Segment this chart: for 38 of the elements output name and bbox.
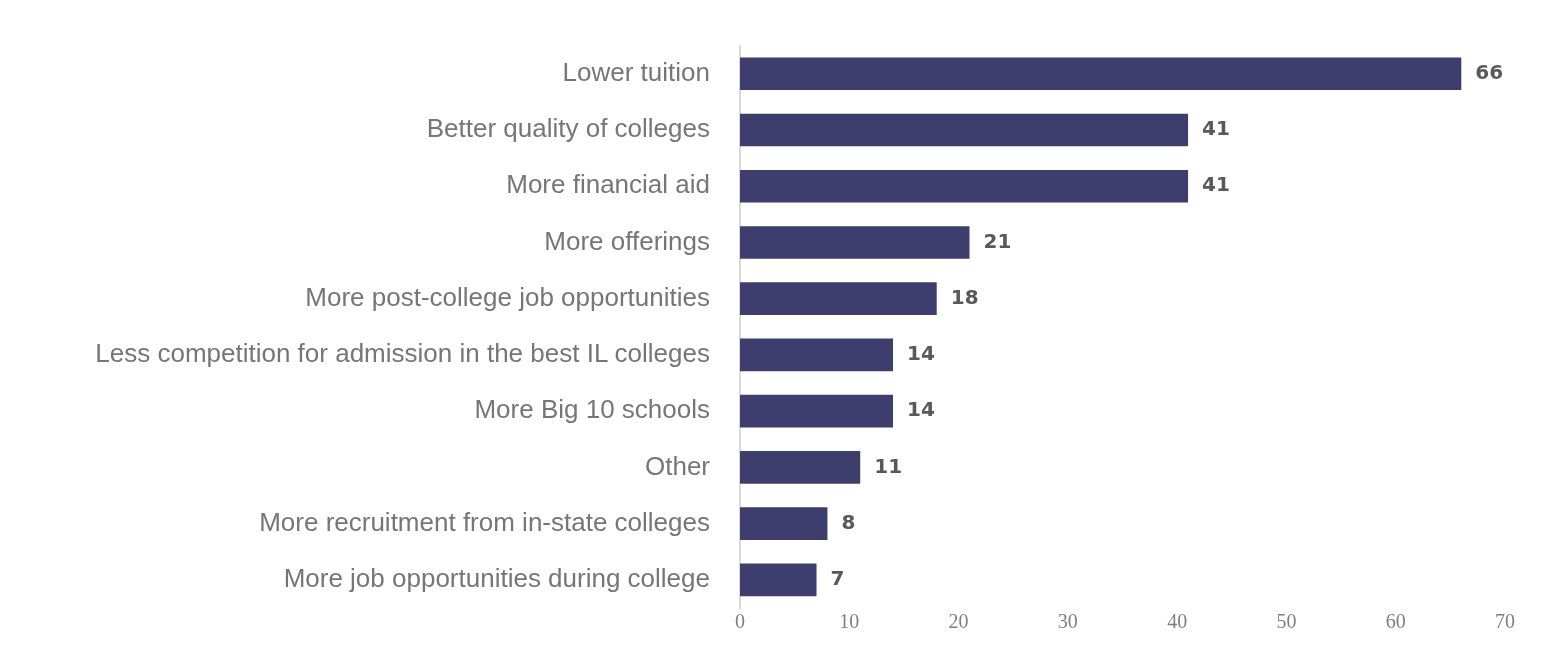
bar: [740, 57, 1462, 91]
data-label: 7: [830, 566, 845, 591]
y-tick-label: More post-college job opportunities: [305, 281, 710, 312]
bar: [740, 169, 1189, 203]
y-tick-label: More recruitment from in-state colleges: [259, 506, 710, 537]
y-tick-label: Lower tuition: [562, 56, 710, 87]
bar: [740, 394, 893, 428]
y-tick-label: More financial aid: [506, 169, 710, 200]
x-tick-label: 60: [1385, 610, 1406, 633]
x-tick-label: 10: [839, 610, 860, 633]
bar: [740, 282, 937, 315]
y-tick-label: Less competition for admission in the best IL colleges: [95, 338, 710, 369]
data-label: 14: [907, 397, 935, 422]
x-tick-label: 20: [948, 610, 969, 633]
data-label: 11: [874, 453, 903, 478]
y-tick-label: Other: [644, 450, 711, 481]
data-label: 41: [1202, 172, 1230, 197]
x-tick-label: 50: [1276, 610, 1297, 633]
data-label: 41: [1202, 116, 1230, 141]
x-tick-label: 70: [1495, 610, 1515, 633]
bar: [740, 563, 817, 597]
data-label: 66: [1475, 59, 1504, 84]
y-tick-label: More Big 10 schools: [474, 394, 710, 425]
bar: [740, 226, 970, 259]
bar: [740, 338, 893, 372]
x-tick-label: 30: [1057, 610, 1078, 633]
y-tick-label: More offerings: [544, 225, 710, 256]
data-label: 21: [983, 228, 1012, 253]
bar: [740, 113, 1189, 147]
y-tick-label: More job opportunities during college: [283, 563, 710, 594]
y-tick-label: Better quality of colleges: [426, 113, 710, 144]
data-label: 18: [950, 284, 979, 309]
data-label: 14: [907, 341, 935, 366]
x-tick-label: 40: [1167, 610, 1188, 633]
x-tick-label: 0: [735, 610, 745, 633]
bar: [740, 507, 828, 540]
data-label: 8: [841, 509, 856, 534]
bar: [740, 451, 861, 484]
